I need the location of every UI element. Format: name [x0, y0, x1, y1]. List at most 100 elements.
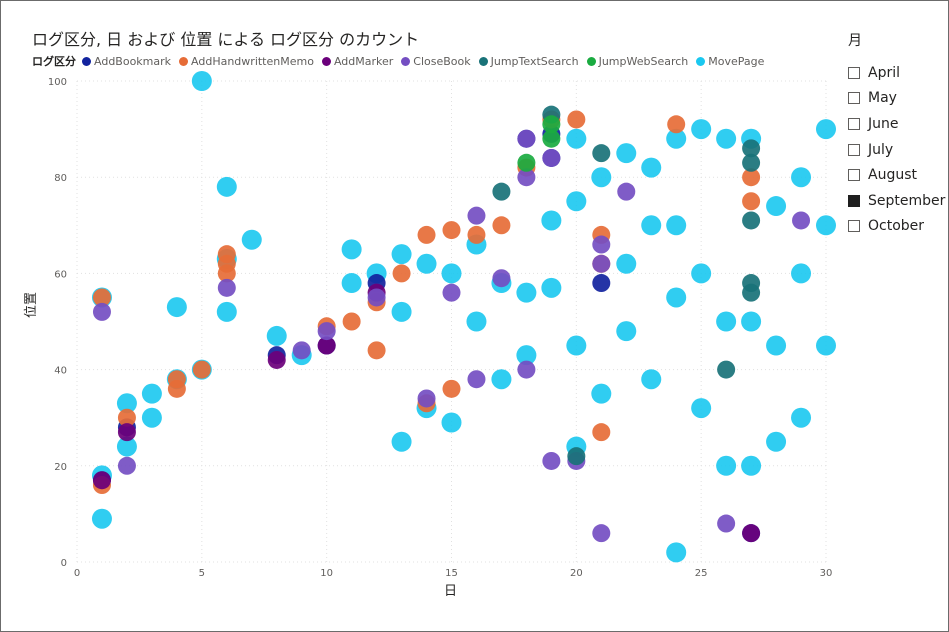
y-tick-label: 40 [54, 366, 67, 377]
point-movepage [516, 345, 537, 366]
slicer-option-label: August [868, 167, 917, 184]
point-jumptextsearch [742, 211, 761, 230]
point-movepage [616, 321, 637, 342]
point-addbookmark [592, 274, 611, 293]
point-movepage [666, 215, 687, 236]
legend-item-addmarker[interactable]: AddMarker [321, 55, 393, 68]
point-movepage [691, 263, 712, 284]
point-closebook [217, 278, 236, 297]
point-movepage [491, 369, 512, 390]
x-tick-label: 25 [695, 568, 708, 579]
point-movepage [616, 143, 637, 164]
slicer-option-july[interactable]: July [848, 137, 945, 163]
legend-title: ログ区分 [32, 55, 76, 68]
point-movepage [791, 407, 812, 428]
legend-item-jumptextsearch[interactable]: JumpTextSearch [478, 55, 579, 68]
point-movepage [441, 412, 462, 433]
checkbox-icon[interactable] [848, 169, 860, 182]
point-addhandwrittenmemo [192, 360, 211, 379]
point-addhandwrittenmemo [492, 216, 511, 235]
point-movepage [441, 263, 462, 284]
point-movepage [191, 71, 212, 91]
point-movepage [716, 455, 737, 476]
point-jumptextsearch [742, 139, 761, 158]
checkbox-icon[interactable] [848, 92, 860, 105]
point-addhandwrittenmemo [92, 288, 111, 307]
legend-swatch [401, 56, 411, 66]
point-closebook [517, 360, 536, 379]
point-movepage [266, 325, 287, 346]
point-closebook [292, 341, 311, 360]
point-closebook [117, 456, 136, 475]
point-movepage [566, 191, 587, 212]
legend-swatch [179, 56, 189, 66]
point-movepage [466, 311, 487, 332]
point-movepage [716, 311, 737, 332]
point-movepage [741, 311, 762, 332]
point-closebook [717, 514, 736, 533]
point-closebook [92, 302, 111, 321]
point-addhandwrittenmemo [217, 245, 236, 264]
point-movepage [416, 253, 437, 274]
point-addhandwrittenmemo [442, 379, 461, 398]
checkbox-icon[interactable] [848, 220, 860, 233]
point-movepage [241, 229, 262, 250]
slicer-option-label: September [868, 192, 946, 209]
slicer-option-october[interactable]: October [848, 214, 945, 240]
point-closebook [467, 206, 486, 225]
legend-swatch [696, 56, 706, 66]
y-tick-label: 80 [54, 173, 67, 184]
slicer-option-june[interactable]: June [848, 111, 945, 137]
point-movepage [391, 244, 412, 265]
x-axis-label: 日 [444, 584, 458, 599]
checkbox-icon[interactable] [848, 66, 860, 79]
point-movepage [816, 335, 836, 356]
point-jumptextsearch [592, 144, 611, 163]
point-closebook [467, 370, 486, 389]
point-movepage [666, 287, 687, 308]
point-closebook [617, 182, 636, 201]
x-tick-label: 0 [74, 568, 80, 579]
y-tick-label: 100 [48, 77, 67, 88]
point-jumptextsearch [742, 153, 761, 172]
checkbox-icon[interactable] [848, 117, 860, 130]
legend-label: CloseBook [413, 54, 471, 68]
point-movepage [766, 196, 787, 217]
legend-item-movepage[interactable]: MovePage [696, 55, 764, 68]
point-closebook [542, 148, 561, 167]
point-jumpwebsearch [517, 153, 536, 172]
point-closebook [592, 235, 611, 254]
x-tick-label: 15 [445, 568, 458, 579]
point-movepage [91, 508, 112, 529]
legend-item-closebook[interactable]: CloseBook [401, 54, 471, 68]
point-addhandwrittenmemo [417, 225, 436, 244]
legend-item-addbookmark[interactable]: AddBookmark [82, 55, 171, 68]
slicer-option-april[interactable]: April [848, 60, 945, 86]
slicer-option-may[interactable]: May [848, 86, 945, 112]
point-movepage [391, 301, 412, 322]
legend-item-jumpwebsearch[interactable]: JumpWebSearch [586, 55, 688, 68]
point-movepage [641, 157, 662, 178]
point-movepage [566, 335, 587, 356]
slicer-option-august[interactable]: August [848, 162, 945, 188]
point-movepage [341, 273, 362, 294]
checkbox-icon[interactable] [848, 143, 860, 156]
point-addhandwrittenmemo [117, 408, 136, 427]
point-addhandwrittenmemo [217, 264, 236, 283]
slicer-title: 月 [848, 33, 862, 49]
point-addhandwrittenmemo [467, 225, 486, 244]
point-jumptextsearch [567, 447, 586, 466]
point-movepage [766, 335, 787, 356]
point-closebook [517, 168, 536, 187]
point-jumptextsearch [492, 182, 511, 201]
checkbox-icon[interactable] [848, 194, 860, 207]
x-tick-label: 20 [570, 568, 583, 579]
point-addmarker [267, 350, 286, 369]
legend-item-addhandwrittenmemo[interactable]: AddHandwrittenMemo [179, 55, 314, 68]
point-closebook [417, 389, 436, 408]
slicer-option-september[interactable]: September [848, 188, 945, 214]
point-closebook [592, 524, 611, 543]
legend-label: AddHandwrittenMemo [191, 54, 314, 68]
x-tick-label: 5 [199, 568, 205, 579]
